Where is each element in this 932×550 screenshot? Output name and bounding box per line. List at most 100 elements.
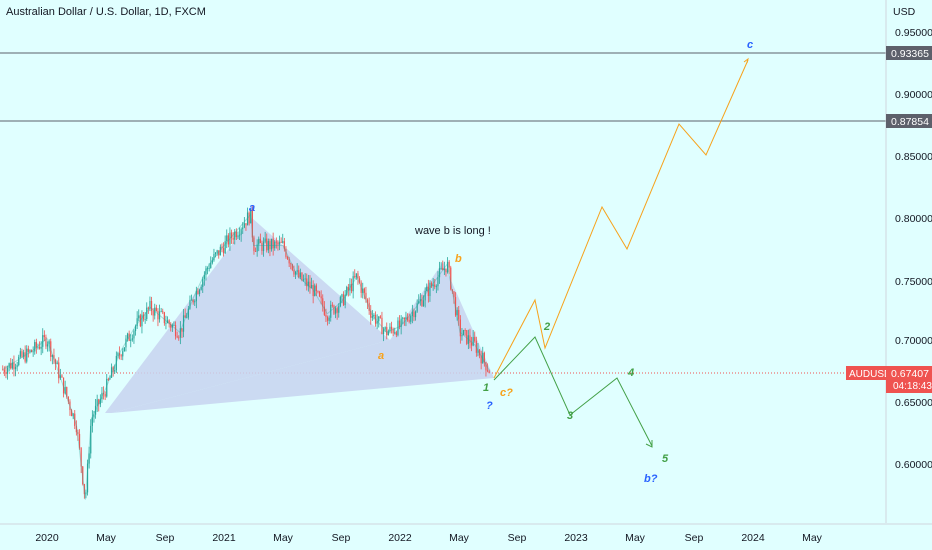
candle-body [226, 235, 228, 242]
candle-body [70, 410, 73, 417]
candle-body [269, 241, 271, 250]
symbol-tag[interactable] [846, 366, 886, 380]
candle-body [270, 238, 273, 250]
candle-body [414, 311, 417, 318]
price-tick: 0.75000 [895, 276, 932, 288]
projection-orange[interactable] [493, 59, 749, 379]
candle-body [246, 212, 249, 226]
time-tick: May [449, 532, 470, 544]
candle-body [381, 317, 383, 335]
candle-body [322, 298, 324, 307]
candle-body [120, 355, 122, 357]
candle-body [141, 314, 143, 327]
last-price-tag[interactable] [886, 366, 932, 393]
candle-body [98, 399, 100, 405]
candle-body [470, 342, 473, 346]
candle-body [466, 330, 468, 344]
candle-body [325, 314, 327, 317]
candle-body [69, 401, 71, 411]
candle-body [96, 399, 98, 406]
candle-body [102, 392, 105, 395]
candle-body [398, 320, 401, 328]
price-tick: 0.90000 [895, 89, 932, 101]
candle-body [486, 370, 489, 372]
candle-body [165, 322, 167, 324]
candle-body [464, 330, 466, 331]
candle-body [40, 346, 42, 349]
candle-body [202, 279, 204, 287]
candle-body [197, 290, 199, 294]
countdown-label: 04:18:43 [893, 381, 932, 392]
candle-body [450, 267, 452, 290]
candle-body [422, 300, 425, 306]
candle-body [75, 425, 77, 433]
candle-body [27, 348, 29, 352]
candle-body [110, 367, 113, 378]
time-tick: 2023 [564, 532, 588, 544]
candle-body [336, 308, 338, 313]
wave-a-orange: a [378, 350, 384, 362]
wave-note[interactable]: wave b is long ! [414, 225, 491, 237]
candle-body [163, 312, 165, 324]
candle-body [62, 377, 65, 394]
candle-body [51, 355, 53, 357]
candle-body [91, 417, 93, 426]
candle-body [19, 351, 21, 357]
candle-body [298, 270, 300, 278]
candle-body [21, 351, 23, 357]
price-axis[interactable] [886, 0, 932, 550]
level-tag-lower[interactable] [886, 114, 932, 128]
candle-body [342, 294, 345, 306]
candle-body [42, 335, 44, 347]
candle-body [45, 337, 47, 347]
time-axis-ticks: 2020 May Sep 2021 May Sep 2022 May Sep 2… [35, 532, 822, 544]
projection-green[interactable] [493, 336, 653, 447]
candle-body [405, 317, 407, 320]
candle-body [472, 337, 474, 346]
candle-body [378, 316, 380, 322]
candle-body [213, 254, 215, 261]
candle-body [99, 399, 101, 405]
candle-body [275, 241, 277, 243]
candle-body [386, 327, 388, 336]
candle-body [114, 370, 116, 372]
wave-3: 3 [567, 410, 573, 422]
candle-body [323, 306, 325, 315]
candle-body [286, 256, 289, 259]
candle-body [261, 243, 263, 252]
time-tick: 2020 [35, 532, 59, 544]
candle-body [384, 327, 386, 330]
candle-body [94, 405, 97, 415]
price-tick: 0.60000 [895, 459, 932, 471]
pattern-triangle-2[interactable] [112, 262, 494, 413]
candle-body [429, 283, 431, 297]
time-tick: Sep [685, 532, 704, 544]
price-axis-ticks: 0.95000 0.90000 0.85000 0.80000 0.75000 … [895, 27, 932, 471]
candle-body [179, 328, 181, 338]
time-tick: Sep [332, 532, 351, 544]
candle-body [259, 238, 261, 244]
candle-body [346, 287, 348, 295]
candle-body [170, 323, 172, 328]
pattern-triangle-1[interactable] [105, 218, 390, 413]
candle-body [360, 282, 362, 293]
time-tick: Sep [508, 532, 527, 544]
candle-body [267, 241, 269, 251]
candle-body [258, 238, 260, 245]
candle-body [64, 386, 66, 394]
candle-body [426, 286, 428, 292]
wave-b-question-blue: b? [644, 473, 658, 485]
candle-body [8, 363, 10, 368]
candle-body [306, 278, 308, 287]
candle-body [411, 311, 413, 317]
time-axis[interactable] [0, 524, 932, 550]
level-tag-upper[interactable] [886, 46, 932, 60]
time-tick: May [802, 532, 823, 544]
candle-body [93, 414, 95, 418]
candle-body [454, 297, 457, 316]
candle-body [205, 268, 207, 275]
candle-body [22, 352, 25, 357]
candle-body [282, 241, 284, 243]
candle-body [299, 272, 301, 278]
